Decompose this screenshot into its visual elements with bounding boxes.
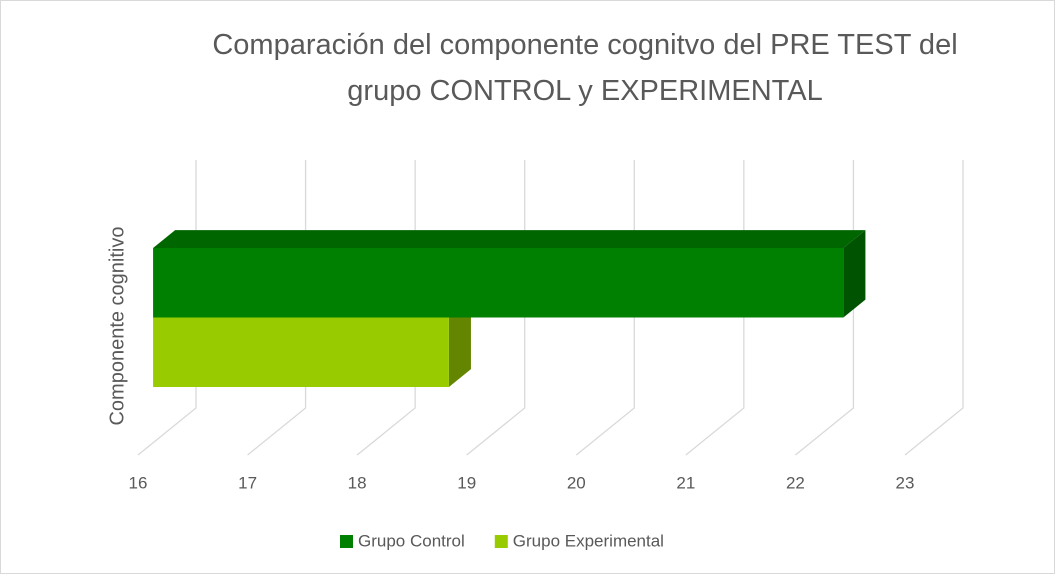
chart-title: Comparación del componente cognitvo del …: [212, 29, 958, 107]
legend-swatch: [494, 535, 508, 548]
y-category-label: Componente cognitivo: [106, 226, 128, 425]
x-tick-label: 16: [129, 473, 148, 492]
x-tick-label: 18: [348, 473, 367, 492]
x-tick-label: 20: [567, 473, 586, 492]
legend-label: Grupo Experimental: [513, 531, 664, 550]
x-tick-label: 17: [238, 473, 257, 492]
x-tick-label: 21: [676, 473, 695, 492]
legend-swatch: [340, 535, 353, 548]
bar-top: [153, 230, 866, 248]
x-tick-label: 22: [786, 473, 805, 492]
bar-side: [448, 299, 471, 387]
x-tick-label: 23: [896, 473, 915, 492]
bar: [153, 317, 449, 387]
legend-label: Grupo Control: [358, 531, 465, 550]
x-tick-label: 19: [457, 473, 476, 492]
bar: [153, 248, 844, 318]
bar-side: [843, 230, 866, 318]
grid-line: [904, 160, 964, 456]
